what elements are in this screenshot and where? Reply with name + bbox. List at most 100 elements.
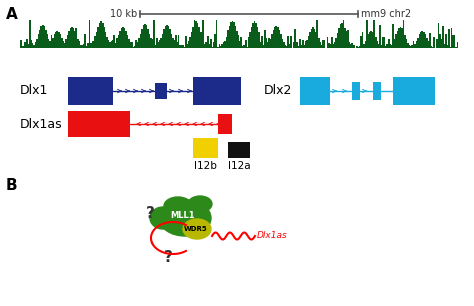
Bar bbox=[68, 77, 113, 105]
Bar bbox=[42, 25, 44, 48]
Ellipse shape bbox=[159, 200, 211, 236]
Bar bbox=[348, 42, 350, 48]
Ellipse shape bbox=[188, 196, 212, 212]
Bar bbox=[230, 22, 232, 48]
Ellipse shape bbox=[150, 207, 176, 229]
Bar bbox=[439, 34, 441, 48]
Bar bbox=[343, 20, 345, 48]
Bar bbox=[366, 21, 368, 48]
Bar bbox=[55, 32, 57, 48]
Bar bbox=[176, 42, 178, 48]
Bar bbox=[189, 37, 191, 48]
Bar bbox=[440, 39, 442, 48]
Bar bbox=[327, 37, 328, 48]
Bar bbox=[350, 44, 352, 48]
Bar bbox=[32, 43, 34, 48]
Bar bbox=[75, 28, 77, 48]
Bar bbox=[224, 41, 226, 48]
Bar bbox=[86, 46, 88, 48]
Bar bbox=[324, 40, 326, 48]
Bar bbox=[207, 36, 209, 48]
Bar bbox=[228, 142, 250, 158]
Bar bbox=[73, 28, 74, 48]
Bar bbox=[338, 28, 340, 48]
Bar bbox=[263, 45, 264, 48]
Bar bbox=[94, 36, 96, 48]
Bar bbox=[362, 32, 364, 48]
Bar bbox=[376, 41, 378, 48]
Bar bbox=[84, 34, 86, 48]
Bar bbox=[205, 42, 207, 48]
Bar bbox=[68, 111, 130, 137]
Bar bbox=[392, 24, 394, 48]
Bar bbox=[356, 46, 357, 48]
Bar bbox=[182, 45, 184, 48]
Bar bbox=[185, 35, 187, 48]
Bar bbox=[319, 42, 321, 48]
Bar bbox=[258, 32, 260, 48]
Bar bbox=[59, 35, 61, 48]
Bar bbox=[153, 20, 155, 48]
Bar bbox=[232, 21, 234, 48]
Bar bbox=[147, 29, 149, 48]
Bar bbox=[35, 42, 36, 48]
Bar bbox=[40, 26, 42, 48]
Bar bbox=[400, 27, 401, 48]
Bar bbox=[108, 40, 109, 48]
Bar bbox=[297, 47, 299, 48]
Bar bbox=[118, 35, 119, 48]
Bar bbox=[122, 27, 124, 48]
Bar bbox=[315, 32, 317, 48]
Bar bbox=[192, 27, 194, 48]
Bar bbox=[451, 28, 453, 48]
Bar bbox=[48, 39, 49, 48]
Bar bbox=[312, 28, 314, 48]
Bar bbox=[65, 39, 67, 48]
Bar bbox=[233, 22, 235, 48]
Bar bbox=[183, 47, 185, 48]
Bar bbox=[166, 25, 168, 48]
Bar bbox=[63, 41, 64, 48]
Bar bbox=[274, 27, 276, 48]
Bar bbox=[373, 82, 381, 100]
Bar bbox=[334, 42, 336, 48]
Text: Dlx1as: Dlx1as bbox=[20, 118, 63, 130]
Bar bbox=[351, 43, 353, 48]
Bar bbox=[352, 82, 360, 100]
Bar bbox=[328, 43, 330, 48]
Bar bbox=[367, 34, 369, 48]
Bar bbox=[119, 31, 121, 48]
Bar bbox=[316, 20, 318, 48]
Bar bbox=[172, 39, 173, 48]
Bar bbox=[331, 37, 333, 48]
Bar bbox=[105, 32, 107, 48]
Bar bbox=[70, 28, 72, 48]
Bar bbox=[286, 47, 287, 48]
Bar bbox=[308, 35, 310, 48]
Text: B: B bbox=[6, 178, 18, 193]
Bar bbox=[420, 32, 422, 48]
Bar bbox=[275, 26, 277, 48]
Bar bbox=[20, 40, 22, 48]
Bar bbox=[131, 42, 133, 48]
Bar bbox=[429, 33, 430, 48]
Bar bbox=[99, 23, 100, 48]
Bar bbox=[252, 23, 254, 48]
Bar bbox=[398, 28, 400, 48]
Bar bbox=[179, 45, 181, 48]
Bar bbox=[401, 28, 403, 48]
Bar bbox=[303, 45, 305, 48]
Text: A: A bbox=[6, 7, 18, 22]
Bar bbox=[169, 29, 171, 48]
Bar bbox=[294, 29, 296, 48]
Bar bbox=[389, 44, 391, 48]
Bar bbox=[103, 27, 105, 48]
Bar bbox=[150, 38, 152, 48]
Text: I12b: I12b bbox=[194, 161, 217, 171]
Bar bbox=[280, 34, 282, 48]
Bar bbox=[188, 41, 190, 48]
Bar bbox=[346, 31, 347, 48]
Bar bbox=[23, 46, 25, 48]
Bar bbox=[116, 38, 118, 48]
Bar bbox=[271, 34, 273, 48]
